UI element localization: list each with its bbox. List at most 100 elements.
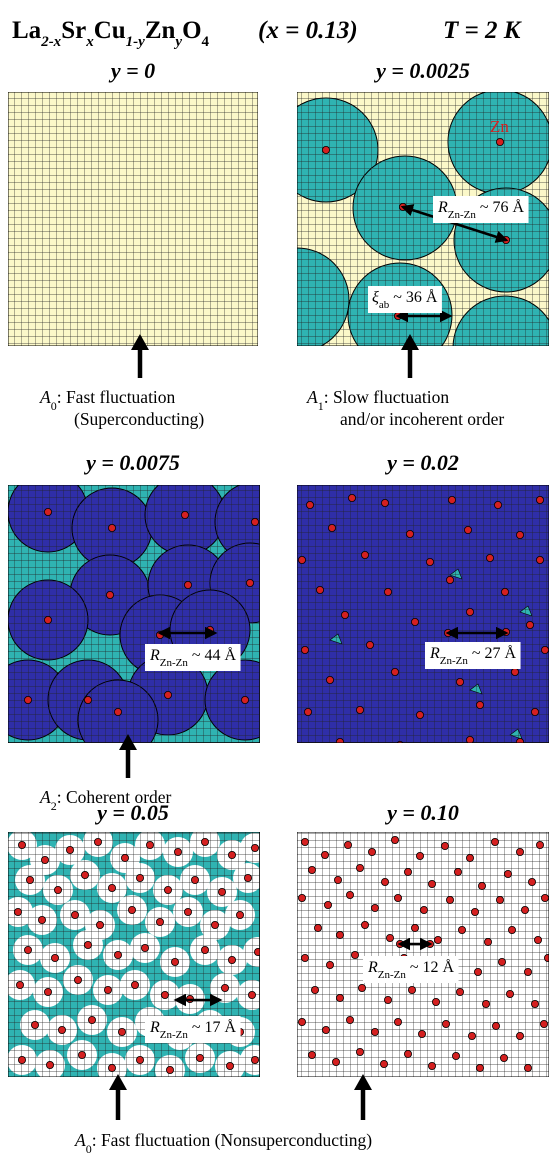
zn-site <box>393 894 402 903</box>
zn-site <box>54 886 63 895</box>
lattice-grid <box>8 485 260 743</box>
caption-a1-line2: and/or incoherent order <box>340 409 504 429</box>
zn-site <box>490 838 499 847</box>
zn-site <box>415 711 424 720</box>
zn-site <box>345 1016 354 1025</box>
zn-site <box>379 1060 388 1069</box>
zn-site <box>108 1064 117 1073</box>
zn-site <box>305 500 314 509</box>
distance-arrow <box>400 204 509 243</box>
zn-site <box>104 986 113 995</box>
zn-site <box>390 668 399 677</box>
zn-site <box>405 530 414 539</box>
zn-site <box>335 994 344 1003</box>
zn-site <box>320 851 329 860</box>
zn-site <box>118 1028 127 1037</box>
zn-site <box>183 908 192 917</box>
zn-site <box>380 498 389 507</box>
zn-site <box>493 500 502 509</box>
panel-title-y0: y = 0 <box>108 58 155 83</box>
zn-site <box>383 588 392 597</box>
zn-site <box>245 579 254 588</box>
zn-site <box>106 591 115 600</box>
zn-site <box>455 678 464 687</box>
zn-site <box>336 738 344 743</box>
zn-site <box>303 708 312 717</box>
zn-site <box>345 891 354 900</box>
zn-site <box>225 1062 234 1071</box>
zn-site <box>483 938 492 947</box>
zn-site <box>396 741 404 743</box>
zn-site <box>528 878 537 887</box>
pointer-arrow-a0-top <box>131 334 149 378</box>
zn-site <box>155 918 164 927</box>
zn-site <box>410 924 419 933</box>
pointer-arrow-a1 <box>401 334 419 378</box>
zn-site <box>455 988 464 997</box>
zn-site <box>180 510 189 519</box>
zn-site <box>51 954 60 963</box>
zn-site <box>160 991 169 1000</box>
zn-site <box>321 1026 330 1035</box>
zn-site <box>44 507 53 516</box>
label-background <box>145 644 241 671</box>
zn-site <box>370 1028 379 1037</box>
zn-site <box>88 1016 97 1025</box>
zn-site <box>431 998 440 1007</box>
zn-site <box>536 495 545 504</box>
zn-site <box>15 981 24 990</box>
zn-site <box>516 1032 525 1041</box>
zn-site <box>403 1050 412 1059</box>
zn-site <box>121 854 130 863</box>
zn-site <box>425 558 434 567</box>
label-background <box>425 642 521 669</box>
zn-site <box>355 864 364 873</box>
zn-site <box>140 944 149 953</box>
zn-site <box>74 976 83 985</box>
zn-site <box>325 676 334 685</box>
zn-site <box>453 868 462 877</box>
zn-site <box>500 588 509 597</box>
zn-site <box>407 986 416 995</box>
zn-site <box>473 968 482 977</box>
zn-site <box>451 1052 460 1061</box>
zn-site <box>465 854 474 863</box>
panel-y002 <box>297 485 549 743</box>
lattice-grid <box>297 485 549 743</box>
zn-site <box>300 954 309 963</box>
zn-site <box>127 906 136 915</box>
zn-site <box>41 856 50 865</box>
caption-a0-line2: (Superconducting) <box>74 409 204 429</box>
zn-site <box>17 1056 26 1065</box>
zn-site <box>190 876 199 885</box>
zn-site <box>503 870 512 879</box>
zn-site <box>343 841 352 850</box>
zn-site <box>531 1000 540 1009</box>
zn-site <box>163 886 172 895</box>
distance-label: ξab ~ 36 Å <box>372 288 438 311</box>
zn-site <box>250 844 259 853</box>
zn-site <box>108 884 117 893</box>
zn-site <box>307 1051 316 1060</box>
zn-site <box>195 1054 204 1063</box>
zn-site <box>410 618 419 627</box>
zn-site <box>466 736 474 743</box>
zn-site <box>403 868 412 877</box>
zn-site <box>516 531 525 540</box>
zn-site <box>536 556 545 565</box>
lattice-grid <box>297 832 549 1077</box>
zn-site <box>355 706 364 715</box>
zn-site <box>445 576 454 585</box>
zn-site <box>357 984 366 993</box>
label-background <box>145 1016 241 1043</box>
zn-site <box>367 848 376 857</box>
zn-site <box>524 1064 533 1073</box>
zn-site <box>541 646 549 654</box>
zn-site <box>327 524 336 533</box>
zn-site <box>495 896 504 905</box>
zn-site <box>333 876 342 885</box>
zn-site <box>23 696 32 705</box>
zn-site <box>419 906 428 915</box>
distance-label: RZn-Zn ~ 44 Å <box>149 646 237 669</box>
panel-y0025 <box>297 92 549 346</box>
